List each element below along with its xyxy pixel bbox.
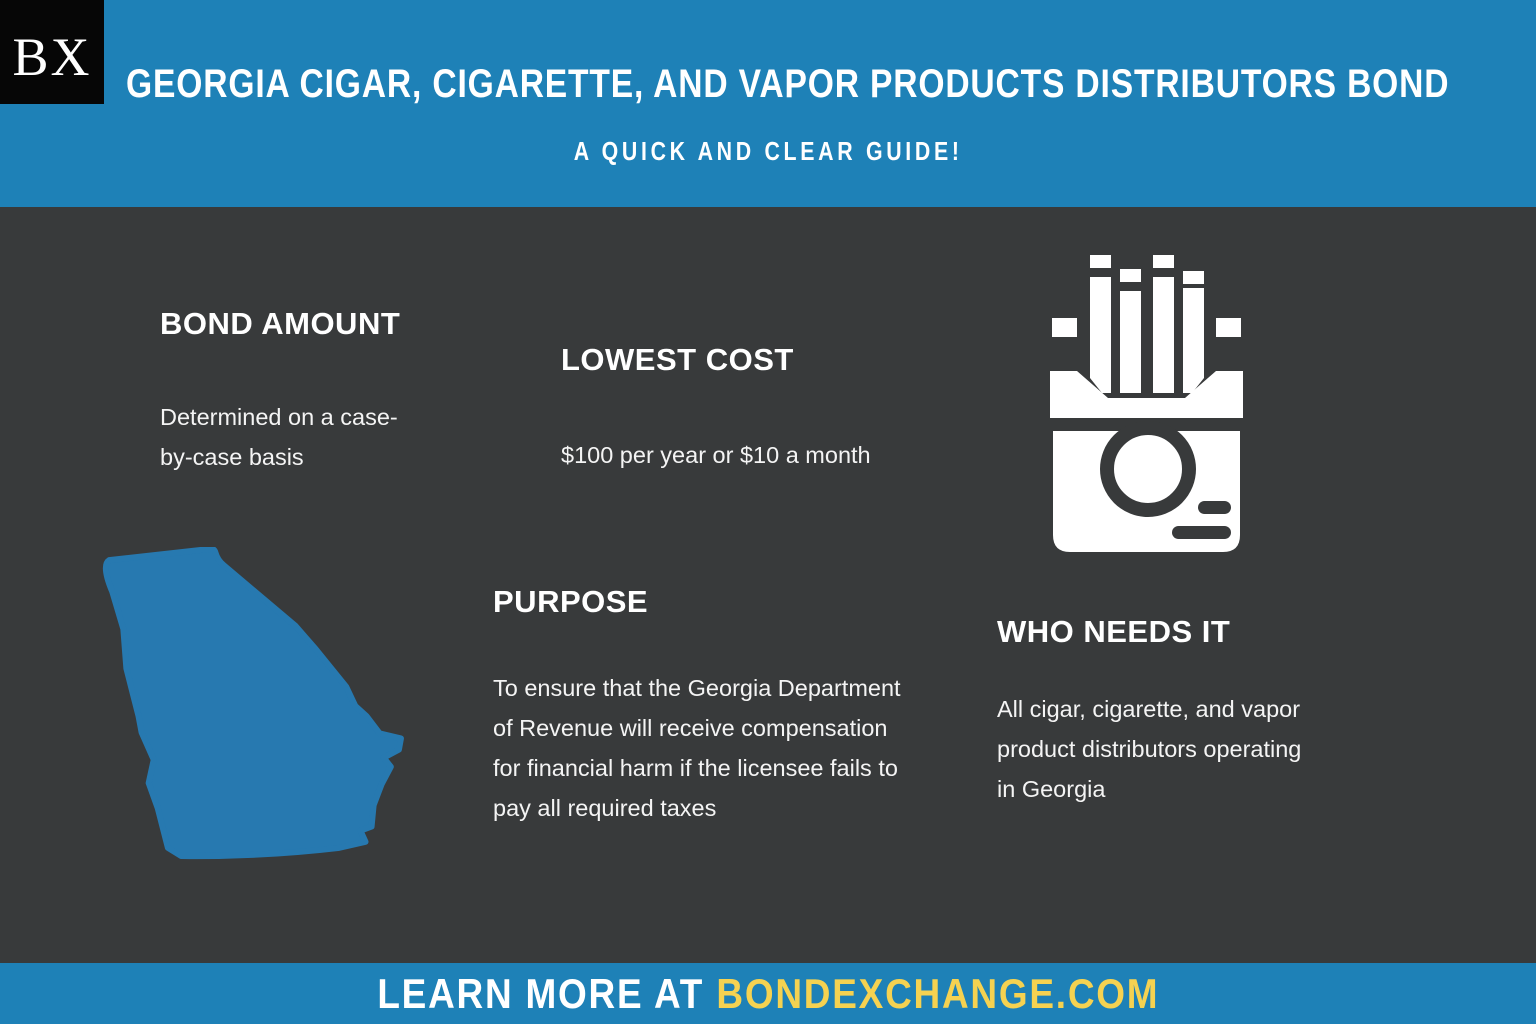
lowest-cost-line: $100 per year or $10 a month — [561, 442, 871, 468]
purpose-line: for financial harm if the licensee fails… — [493, 755, 898, 781]
footer-text: LEARN MORE AT BONDEXCHANGE.COM — [377, 970, 1159, 1018]
who-needs-it-body: All cigar, cigarette, and vapor product … — [997, 689, 1301, 809]
cigarette-pack-icon — [1050, 253, 1243, 556]
georgia-state-icon — [98, 545, 404, 861]
title-row: GEORGIA CIGAR, CIGARETTE, AND VAPOR PROD… — [0, 62, 1536, 107]
brand-logo[interactable]: BX — [0, 0, 104, 104]
who-needs-it-line: in Georgia — [997, 776, 1106, 802]
who-needs-it-line: product distributors operating — [997, 736, 1302, 762]
lowest-cost-body: $100 per year or $10 a month — [561, 435, 871, 475]
section-who-needs-it: WHO NEEDS IT All cigar, cigarette, and v… — [997, 614, 1301, 809]
who-needs-it-heading: WHO NEEDS IT — [997, 614, 1231, 649]
brand-logo-text: BX — [12, 27, 92, 87]
bond-amount-heading: BOND AMOUNT — [160, 306, 401, 341]
bond-amount-body: Determined on a case- by-case basis — [160, 397, 400, 477]
purpose-line: pay all required taxes — [493, 795, 717, 821]
section-purpose: PURPOSE To ensure that the Georgia Depar… — [493, 584, 901, 828]
bond-amount-line: Determined on a case- — [160, 404, 398, 430]
header-banner: BX GEORGIA CIGAR, CIGARETTE, AND VAPOR P… — [0, 0, 1536, 207]
bond-amount-line: by-case basis — [160, 444, 304, 470]
section-lowest-cost: LOWEST COST $100 per year or $10 a month — [561, 342, 871, 475]
purpose-body: To ensure that the Georgia Department of… — [493, 668, 901, 828]
page-title: GEORGIA CIGAR, CIGARETTE, AND VAPOR PROD… — [126, 62, 1450, 106]
subtitle-row: A QUICK AND CLEAR GUIDE! — [0, 136, 1536, 167]
footer-banner: LEARN MORE AT BONDEXCHANGE.COM — [0, 963, 1536, 1024]
section-bond-amount: BOND AMOUNT Determined on a case- by-cas… — [160, 306, 400, 477]
purpose-line: of Revenue will receive compensation — [493, 715, 888, 741]
purpose-heading: PURPOSE — [493, 584, 649, 619]
footer-site-link[interactable]: BONDEXCHANGE.COM — [716, 969, 1160, 1017]
page-subtitle: A QUICK AND CLEAR GUIDE! — [573, 136, 963, 166]
who-needs-it-line: All cigar, cigarette, and vapor — [997, 696, 1301, 722]
footer-prefix: LEARN MORE AT — [376, 969, 704, 1017]
purpose-line: To ensure that the Georgia Department — [493, 675, 901, 701]
lowest-cost-heading: LOWEST COST — [561, 342, 794, 377]
